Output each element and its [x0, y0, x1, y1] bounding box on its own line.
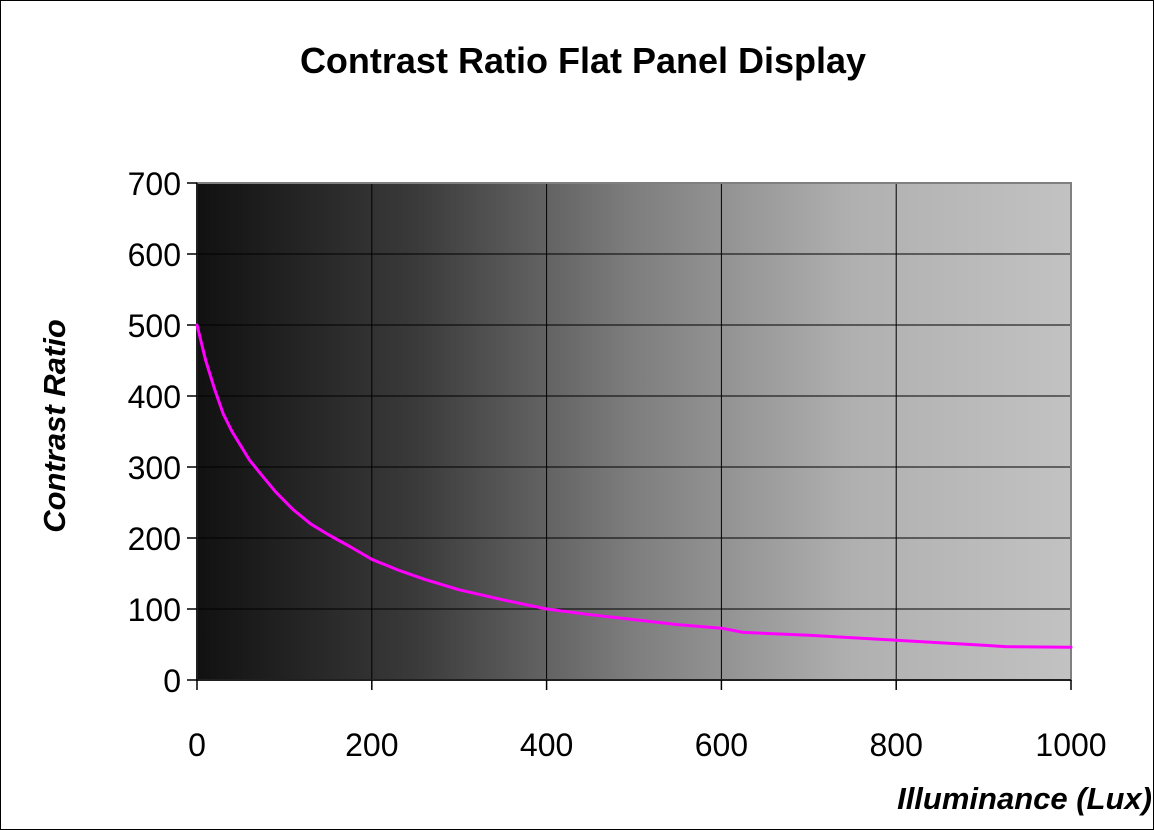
y-tick-label: 500 [128, 308, 181, 344]
x-tick-label: 400 [520, 727, 573, 763]
y-tick-label: 300 [128, 450, 181, 486]
x-tick-label: 1000 [1035, 727, 1106, 763]
x-tick-label: 0 [188, 727, 206, 763]
series-line [195, 323, 1073, 649]
x-tick-label: 800 [870, 727, 923, 763]
x-tick-label: 600 [695, 727, 748, 763]
plot-area [197, 183, 1071, 680]
y-tick-label: 700 [128, 166, 181, 202]
axes [187, 182, 1072, 690]
series-layer [195, 323, 1073, 649]
y-tick-label: 100 [128, 592, 181, 628]
tick-labels: 0 100 200 300 400 500 600 700 0 200 400 600 800 1000 [128, 166, 1107, 763]
grid-lines [197, 183, 1071, 680]
y-tick-label: 0 [163, 663, 181, 699]
y-tick-label: 400 [128, 379, 181, 415]
y-tick-label: 600 [128, 237, 181, 273]
x-axis-title: Illuminance (Lux) [897, 781, 1152, 816]
y-tick-label: 200 [128, 521, 181, 557]
chart-title: Contrast Ratio Flat Panel Display [299, 40, 867, 81]
x-tick-label: 200 [345, 727, 398, 763]
